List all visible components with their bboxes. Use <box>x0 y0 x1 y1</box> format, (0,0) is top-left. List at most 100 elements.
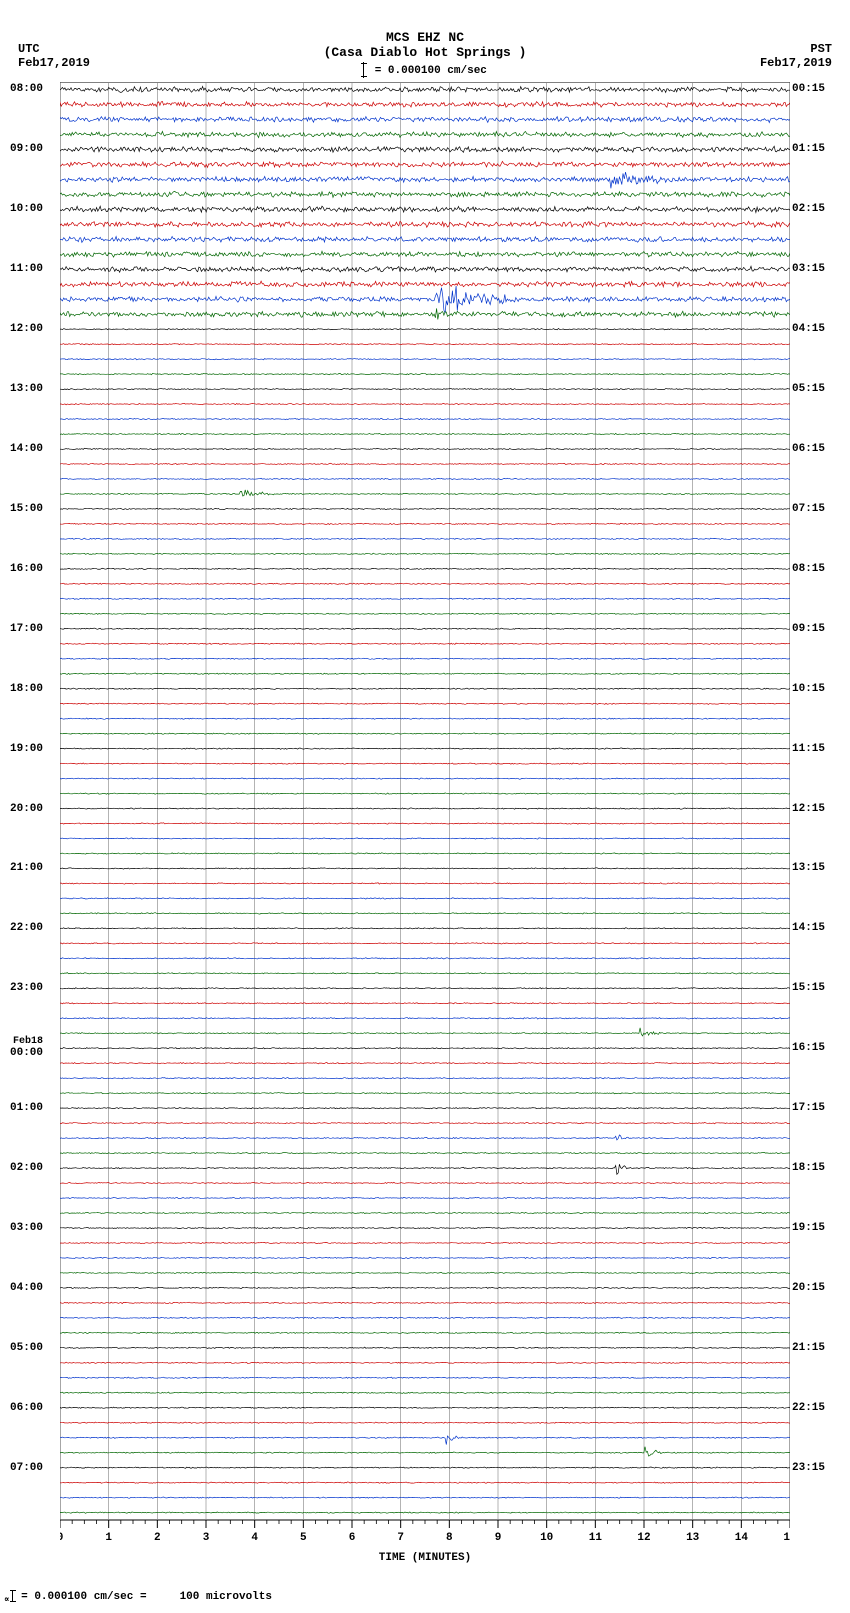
time-text: 15:00 <box>10 503 43 515</box>
left-time-label: 16:00 <box>10 563 43 575</box>
time-text: 03:15 <box>792 263 825 275</box>
right-time-label: 05:15 <box>792 383 825 395</box>
right-time-label: 13:15 <box>792 862 825 874</box>
left-time-label: 09:00 <box>10 143 43 155</box>
right-labels: 00:15 01:15 02:15 03:15 04:15 05:15 06:15 07:15… <box>792 82 840 1520</box>
right-time-label: 00:15 <box>792 83 825 95</box>
time-text: 09:00 <box>10 143 43 155</box>
time-text: 05:15 <box>792 383 825 395</box>
time-text: 10:00 <box>10 203 43 215</box>
svg-text:2: 2 <box>154 1532 161 1544</box>
time-text: 04:15 <box>792 323 825 335</box>
footer-left: = 0.000100 cm/sec = <box>21 1591 146 1603</box>
svg-text:15: 15 <box>783 1532 790 1544</box>
time-text: 14:00 <box>10 443 43 455</box>
right-time-label: 15:15 <box>792 982 825 994</box>
footer-right: 100 microvolts <box>180 1591 272 1603</box>
right-time-label: 12:15 <box>792 803 825 815</box>
time-text: 09:15 <box>792 623 825 635</box>
svg-text:7: 7 <box>397 1532 404 1544</box>
time-text: 15:15 <box>792 982 825 994</box>
time-text: 23:00 <box>10 982 43 994</box>
time-text: 02:15 <box>792 203 825 215</box>
time-text: 14:15 <box>792 922 825 934</box>
time-text: 00:15 <box>792 83 825 95</box>
right-time-label: 23:15 <box>792 1462 825 1474</box>
right-time-label: 01:15 <box>792 143 825 155</box>
time-text: 16:15 <box>792 1042 825 1054</box>
right-time-label: 04:15 <box>792 323 825 335</box>
time-text: 10:15 <box>792 683 825 695</box>
time-text: 23:15 <box>792 1462 825 1474</box>
time-text: 00:00 <box>10 1047 43 1059</box>
time-text: 17:15 <box>792 1102 825 1114</box>
svg-text:0: 0 <box>60 1532 63 1544</box>
right-time-label: 17:15 <box>792 1102 825 1114</box>
tz-left: UTC <box>18 42 90 56</box>
time-text: 04:00 <box>10 1282 43 1294</box>
left-time-label: 03:00 <box>10 1222 43 1234</box>
svg-text:4: 4 <box>251 1532 258 1544</box>
time-text: 12:15 <box>792 803 825 815</box>
time-text: 12:00 <box>10 323 43 335</box>
left-time-label: 23:00 <box>10 982 43 994</box>
svg-text:12: 12 <box>637 1532 650 1544</box>
time-text: 19:00 <box>10 743 43 755</box>
time-text: 06:15 <box>792 443 825 455</box>
time-text: 02:00 <box>10 1162 43 1174</box>
tz-left-block: UTC Feb17,2019 <box>18 42 90 70</box>
date-left: Feb17,2019 <box>18 56 90 70</box>
right-time-label: 18:15 <box>792 1162 825 1174</box>
time-text: 01:00 <box>10 1102 43 1114</box>
title-line1: MCS EHZ NC <box>0 30 850 45</box>
left-time-label: 08:00 <box>10 83 43 95</box>
time-text: 22:15 <box>792 1402 825 1414</box>
date-right: Feb17,2019 <box>760 56 832 70</box>
time-text: 21:00 <box>10 862 43 874</box>
svg-text:9: 9 <box>495 1532 502 1544</box>
time-text: 13:00 <box>10 383 43 395</box>
svg-text:3: 3 <box>203 1532 210 1544</box>
svg-text:6: 6 <box>349 1532 356 1544</box>
time-text: 08:00 <box>10 83 43 95</box>
left-time-label: 19:00 <box>10 743 43 755</box>
left-time-label: 18:00 <box>10 683 43 695</box>
right-time-label: 14:15 <box>792 922 825 934</box>
left-time-label: 14:00 <box>10 443 43 455</box>
time-text: 21:15 <box>792 1342 825 1354</box>
svg-text:13: 13 <box>686 1532 700 1544</box>
time-text: 05:00 <box>10 1342 43 1354</box>
tz-right-block: PST Feb17,2019 <box>760 42 832 70</box>
right-time-label: 08:15 <box>792 563 825 575</box>
svg-text:5: 5 <box>300 1532 307 1544</box>
tz-right: PST <box>760 42 832 56</box>
right-time-label: 16:15 <box>792 1042 825 1054</box>
time-text: 03:00 <box>10 1222 43 1234</box>
right-time-label: 11:15 <box>792 743 825 755</box>
svg-text:1: 1 <box>105 1532 112 1544</box>
date-prefix: Feb18 <box>10 1037 43 1047</box>
time-text: 11:15 <box>792 743 825 755</box>
left-time-label: 12:00 <box>10 323 43 335</box>
time-text: 18:00 <box>10 683 43 695</box>
left-time-label: 06:00 <box>10 1402 43 1414</box>
right-time-label: 09:15 <box>792 623 825 635</box>
left-time-label: 11:00 <box>10 263 43 275</box>
time-text: 19:15 <box>792 1222 825 1234</box>
footer-bar-icon <box>12 1590 13 1602</box>
time-text: 08:15 <box>792 563 825 575</box>
left-time-label: Feb1800:00 <box>10 1037 43 1059</box>
right-time-label: 07:15 <box>792 503 825 515</box>
footer: ∝ = 0.000100 cm/sec = 100 microvolts <box>0 1564 850 1613</box>
right-time-label: 21:15 <box>792 1342 825 1354</box>
time-text: 07:15 <box>792 503 825 515</box>
time-text: 07:00 <box>10 1462 43 1474</box>
right-time-label: 22:15 <box>792 1402 825 1414</box>
left-time-label: 10:00 <box>10 203 43 215</box>
left-labels: 08:00 09:00 10:00 11:00 12:00 13:00 14:00 15:00… <box>10 82 58 1520</box>
time-text: 22:00 <box>10 922 43 934</box>
plot-wrap: 08:0009:0010:0011:0012:0013:0014:0015:00… <box>60 82 790 1550</box>
right-time-label: 10:15 <box>792 683 825 695</box>
right-time-label: 06:15 <box>792 443 825 455</box>
left-time-label: 07:00 <box>10 1462 43 1474</box>
